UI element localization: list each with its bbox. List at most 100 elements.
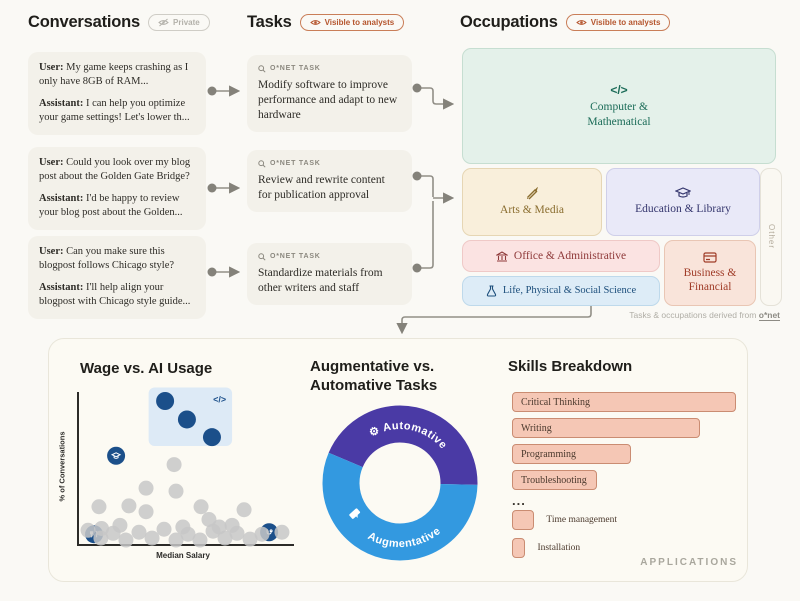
donut-segment-augmentative (322, 452, 478, 561)
occupation-box-life-physical-social-science: Life, Physical & Social Science (462, 276, 660, 306)
task-text: Review and rewrite content for publicati… (258, 174, 385, 202)
scatter-point (156, 392, 175, 410)
skill-legend-label: Time management (546, 515, 618, 525)
scatter-point (138, 504, 154, 520)
eye-off-icon (158, 18, 169, 27)
skill-legend-row: Installation (512, 538, 617, 558)
speech-bubble-icon (349, 508, 361, 519)
visible-to-analysts-badge: Visible to analysts (565, 14, 671, 31)
scatter-point (192, 532, 208, 548)
scatter-point (193, 499, 209, 515)
user-label: User: (39, 246, 64, 257)
skills-chart-title: Skills Breakdown (508, 358, 633, 375)
skill-swatch (512, 510, 535, 530)
scatter-point (121, 498, 137, 514)
onet-task-tag: O*NET TASK (270, 160, 321, 167)
scatter-point (168, 532, 184, 548)
scatter-point (144, 530, 160, 546)
task-text: Modify software to improve performance a… (258, 79, 398, 121)
x-axis-label: Median Salary (156, 551, 210, 560)
graduation-cap-icon (675, 187, 691, 198)
task-card: O*NET TASK Modify software to improve pe… (247, 55, 412, 132)
scatter-point (254, 526, 270, 542)
conversation-card: User: Could you look over my blog post a… (28, 147, 206, 230)
scatter-point (201, 512, 217, 527)
pen-icon (527, 187, 538, 200)
scatter-point (94, 521, 110, 536)
scatter-point (168, 483, 184, 499)
skill-bar: Critical Thinking (512, 392, 736, 412)
magnifier-icon (258, 252, 266, 261)
scatter-point (202, 428, 221, 447)
tasks-title: Tasks (247, 13, 292, 31)
conversation-card: User: Can you make sure this blogpost fo… (28, 236, 206, 319)
onet-footnote: Tasks & occupations derived from o*net (629, 310, 780, 321)
augmentative-automative-donut: ⚙ Automative Augmentative (322, 405, 478, 561)
private-badge: Private (148, 14, 210, 31)
occupations-title: Occupations (460, 13, 558, 31)
scatter-point (118, 532, 134, 548)
occupation-box-education-library: Education & Library (606, 168, 760, 236)
skill-bar: Writing (512, 418, 701, 438)
scatter-point (211, 519, 227, 535)
donut-segment-automative (328, 405, 478, 485)
user-label: User: (39, 157, 64, 168)
magnifier-icon (258, 159, 266, 168)
occupation-box-business-financial: Business & Financial (664, 240, 756, 306)
skill-swatch (512, 538, 526, 558)
skills-bars: Critical Thinking Writing Programming Troub… (512, 392, 736, 496)
scatter-point (224, 517, 240, 533)
scatter-point (91, 499, 107, 515)
occupations-header: Occupations Visible to analysts (460, 13, 671, 32)
skills-legend: Time management Installation (512, 510, 617, 566)
user-label: User: (39, 62, 64, 73)
visible-to-analysts-badge: Visible to analysts (299, 14, 405, 31)
credit-card-icon (703, 252, 717, 263)
conversation-card: User: My game keeps crashing as I only h… (28, 52, 206, 135)
occupation-box-office-administrative: Office & Administrative (462, 240, 660, 272)
skill-bar: Programming (512, 444, 631, 464)
assistant-label: Assistant: (39, 97, 84, 109)
scatter-point (166, 457, 182, 473)
scatter-point (175, 519, 191, 535)
scatter-point (156, 521, 172, 537)
eye-icon (309, 20, 321, 25)
scatter-point (242, 531, 258, 547)
scatter-point (107, 446, 126, 465)
magnifier-icon (258, 64, 266, 73)
onet-task-tag: O*NET TASK (270, 65, 321, 72)
skill-legend-label: Installation (537, 543, 581, 553)
scatter-point (112, 517, 128, 533)
assistant-label: Assistant: (39, 192, 84, 204)
chart-axes (77, 392, 294, 546)
task-text: Standardize materials from other writers… (258, 267, 383, 295)
graduation-cap-icon (110, 452, 122, 459)
conversations-title: Conversations (28, 13, 141, 31)
conversations-header: Conversations Private (28, 13, 210, 32)
wage-chart-title: Wage vs. AI Usage (80, 360, 213, 377)
skill-bar: Troubleshooting (512, 470, 598, 490)
tasks-header: Tasks Visible to analysts (247, 13, 405, 32)
scatter-point (80, 522, 96, 538)
applications-label: APPLICATIONS (640, 557, 738, 568)
code-icon: </> (213, 395, 226, 405)
skill-legend-row: Time management (512, 510, 617, 530)
scatter-point (131, 524, 147, 540)
bank-icon (495, 250, 508, 262)
onet-task-tag: O*NET TASK (270, 253, 321, 260)
scatter-point (138, 480, 154, 496)
flask-icon (486, 285, 497, 297)
scatter-point (177, 410, 196, 429)
scatter-point (274, 524, 290, 540)
occupation-box-computer-mathematical: </> Computer & Mathematical (462, 48, 776, 164)
skills-more-marker: ... (512, 493, 526, 508)
onet-logo: o*net (758, 310, 780, 321)
eye-icon (575, 20, 587, 25)
scatter-point (236, 502, 252, 518)
occupation-box-arts-media: Arts & Media (462, 168, 602, 236)
assistant-label: Assistant: (39, 281, 84, 293)
task-card: O*NET TASK Review and rewrite content fo… (247, 150, 412, 212)
task-card: O*NET TASK Standardize materials from ot… (247, 243, 412, 305)
wage-vs-ai-usage-chart: </> (77, 387, 294, 548)
occupation-box-other: Other (760, 168, 782, 306)
